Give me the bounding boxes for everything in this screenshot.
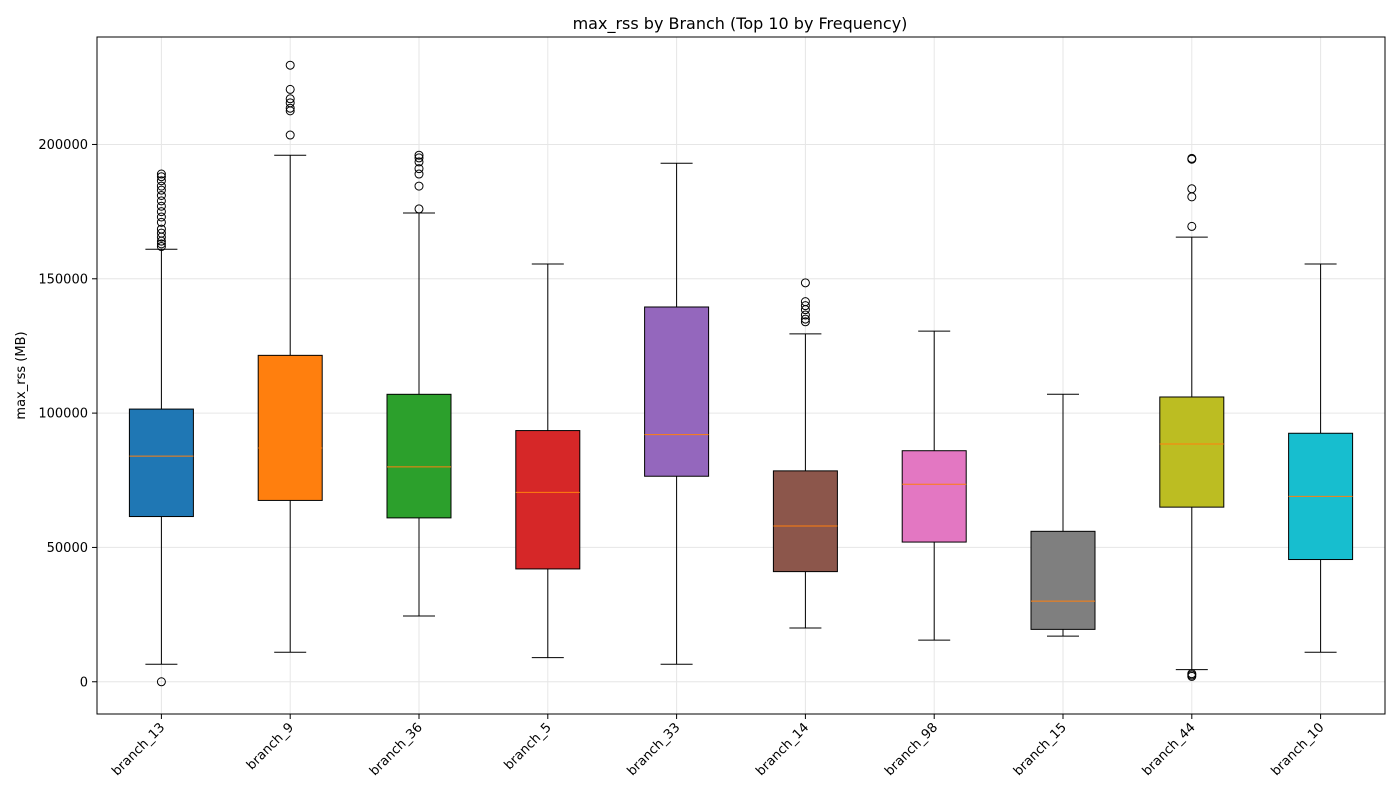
x-tick-label: branch_9 xyxy=(244,720,297,773)
outlier-point xyxy=(156,207,166,217)
x-tick-label: branch_33 xyxy=(625,720,684,779)
outlier-point xyxy=(156,185,166,195)
x-tick-label: branch_13 xyxy=(109,720,168,779)
iqr-box xyxy=(772,470,838,573)
iqr-box xyxy=(1030,530,1096,630)
outlier-point xyxy=(414,150,424,160)
box-branch_9 xyxy=(257,60,323,653)
box-branch_5 xyxy=(515,263,581,659)
x-tick-label: branch_36 xyxy=(367,720,426,779)
box-branch_44 xyxy=(1159,153,1225,681)
outlier-point xyxy=(156,242,166,252)
outlier-point xyxy=(156,217,166,227)
iqr-box xyxy=(128,408,194,518)
outlier-point xyxy=(156,181,166,191)
outlier-point xyxy=(285,103,295,113)
outlier-point xyxy=(414,153,424,163)
outlier-point xyxy=(800,278,810,288)
outlier-point xyxy=(156,239,166,249)
outlier-point xyxy=(800,317,810,327)
x-tick-label: branch_15 xyxy=(1011,720,1070,779)
x-tick-label: branch_44 xyxy=(1140,720,1199,779)
plot-frame xyxy=(96,36,1386,715)
outlier-point xyxy=(156,212,166,222)
outlier-point xyxy=(414,204,424,214)
box-branch_98 xyxy=(901,330,967,641)
x-tick-label: branch_10 xyxy=(1269,720,1328,779)
chart-title: max_rss by Branch (Top 10 by Frequency) xyxy=(573,14,908,34)
outlier-point xyxy=(156,224,166,234)
iqr-box xyxy=(386,393,452,519)
box-branch_10 xyxy=(1288,263,1354,653)
iqr-box xyxy=(644,306,710,477)
iqr-box xyxy=(901,450,967,543)
outlier-point xyxy=(156,677,166,687)
iqr-box xyxy=(257,354,323,501)
x-tick-label: branch_14 xyxy=(753,720,812,779)
outlier-point xyxy=(156,196,166,206)
outlier-point xyxy=(285,98,295,108)
outlier-point xyxy=(156,172,166,182)
outlier-point xyxy=(285,130,295,140)
outlier-point xyxy=(1187,153,1197,163)
box-branch_15 xyxy=(1030,393,1096,637)
outlier-point xyxy=(156,176,166,186)
outlier-point xyxy=(1187,221,1197,231)
outlier-point xyxy=(414,164,424,174)
x-tick-label: branch_5 xyxy=(502,720,555,773)
outlier-point xyxy=(414,169,424,179)
y-tick-label: 150000 xyxy=(38,272,88,287)
iqr-box xyxy=(1159,396,1225,508)
y-tick-label: 0 xyxy=(80,675,88,690)
outlier-point xyxy=(156,191,166,201)
outlier-point xyxy=(800,301,810,311)
y-tick-label: 50000 xyxy=(47,541,88,556)
y-tick-label: 200000 xyxy=(38,138,88,153)
outlier-point xyxy=(285,60,295,70)
outlier-point xyxy=(156,228,166,238)
outlier-point xyxy=(800,310,810,320)
iqr-box xyxy=(515,430,581,570)
box-branch_36 xyxy=(386,150,452,617)
x-axis: branch_13 branch_9 branch_36 branch_5 branch… xyxy=(109,714,1327,779)
y-axis-label: max_rss (MB) xyxy=(14,331,29,419)
y-tick-label: 100000 xyxy=(38,407,88,422)
outlier-point xyxy=(285,84,295,94)
outlier-point xyxy=(800,297,810,307)
y-axis: 0 50000 100000 150000 200000 xyxy=(38,138,97,690)
x-tick-label: branch_98 xyxy=(882,720,941,779)
outlier-point xyxy=(156,201,166,211)
box-branch_33 xyxy=(644,162,710,665)
outlier-point xyxy=(1187,669,1197,679)
outlier-point xyxy=(800,314,810,324)
outlier-point xyxy=(285,94,295,104)
outlier-point xyxy=(1187,184,1197,194)
box-branch_13 xyxy=(128,169,194,687)
outlier-point xyxy=(156,169,166,179)
box-branch_14 xyxy=(772,278,838,629)
outlier-point xyxy=(414,157,424,167)
plot-area xyxy=(128,60,1354,687)
outlier-point xyxy=(414,181,424,191)
